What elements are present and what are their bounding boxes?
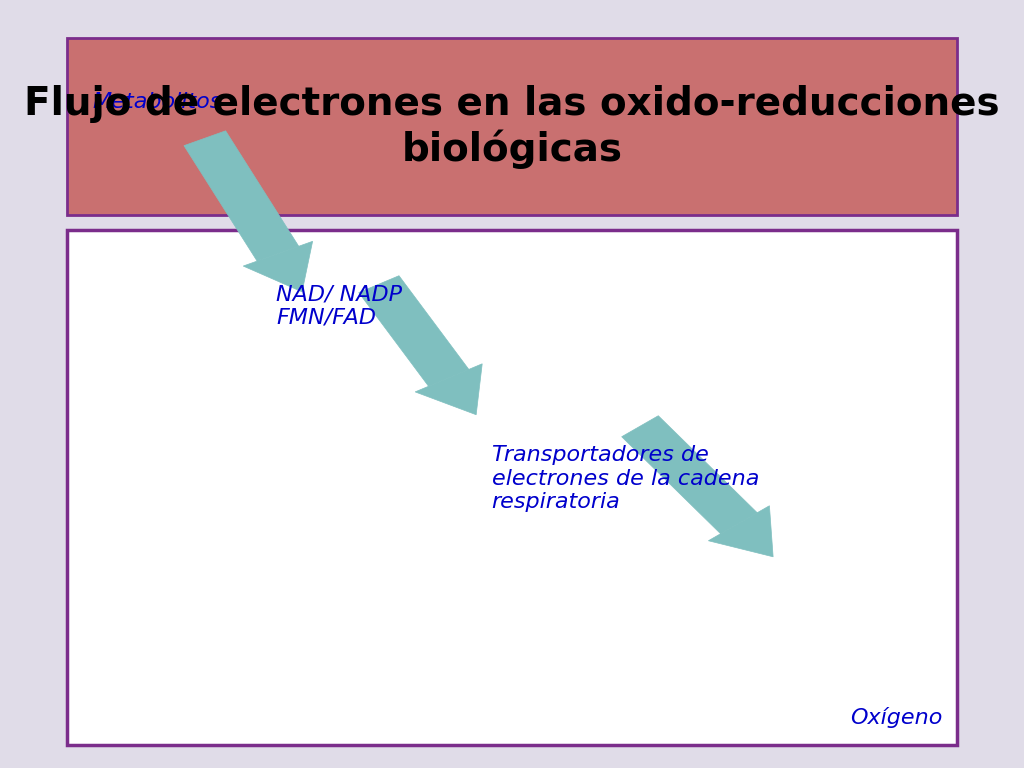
Text: Metabolitos: Metabolitos	[92, 92, 221, 112]
Polygon shape	[622, 415, 757, 534]
FancyBboxPatch shape	[67, 38, 957, 215]
Polygon shape	[358, 276, 469, 386]
Polygon shape	[709, 506, 773, 557]
FancyBboxPatch shape	[67, 230, 957, 745]
Polygon shape	[415, 364, 482, 415]
Text: Flujo de electrones en las oxido-reducciones
biológicas: Flujo de electrones en las oxido-reducci…	[25, 84, 999, 169]
Text: Transportadores de
electrones de la cadena
respiratoria: Transportadores de electrones de la cade…	[492, 445, 759, 511]
Text: NAD/ NADP
FMN/FAD: NAD/ NADP FMN/FAD	[276, 284, 402, 327]
Text: Oxígeno: Oxígeno	[850, 707, 942, 727]
Polygon shape	[184, 131, 299, 261]
Polygon shape	[244, 241, 312, 292]
